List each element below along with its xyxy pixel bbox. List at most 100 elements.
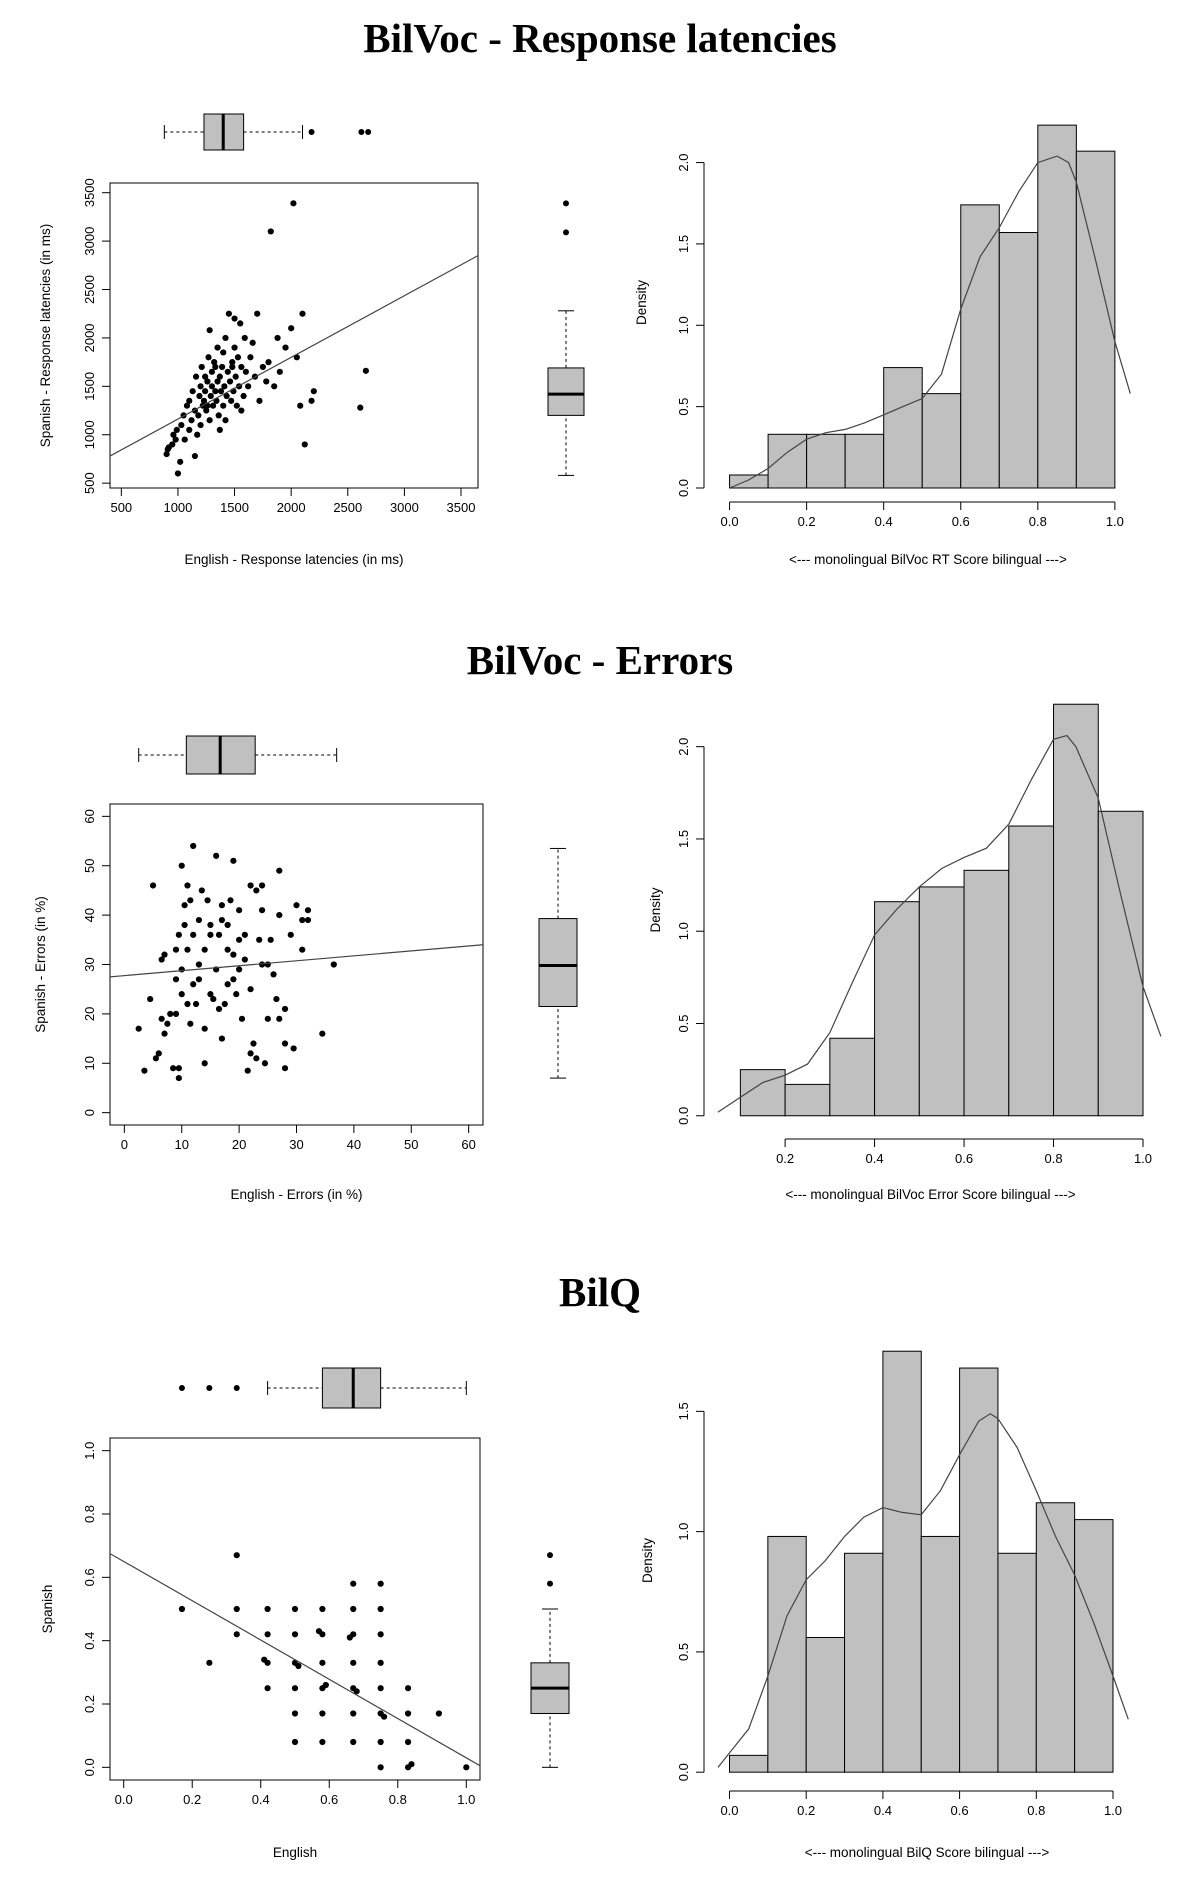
chart3-point — [178, 862, 185, 869]
chart3-point — [181, 921, 188, 929]
chart3-point — [241, 956, 248, 963]
chart1-point — [177, 458, 184, 465]
chart3-x-axis-label: English - Errors (in %) — [230, 1187, 362, 1202]
chart5-point — [350, 1580, 357, 1587]
chart6-bar — [1035, 1502, 1076, 1773]
chart3-point — [233, 991, 240, 998]
chart3-point — [247, 1050, 254, 1057]
chart4-x-axis-label: <--- monolingual BilVoc Error Score bili… — [785, 1187, 1075, 1202]
chart3-x-tick-label: 60 — [461, 1137, 475, 1152]
chart3-point — [287, 931, 294, 938]
chart1-y-tick-label: 1500 — [82, 372, 97, 401]
chart3-point — [293, 902, 300, 909]
chart6-x-tick-label: 1.0 — [1104, 1803, 1122, 1818]
chart1-top-box-outlier — [358, 129, 365, 135]
chart5-y-tick-label: 0.0 — [82, 1758, 97, 1776]
chart5-point — [404, 1710, 412, 1717]
chart1-point — [271, 383, 278, 390]
chart5-point — [261, 1656, 268, 1663]
chart3-point — [213, 852, 220, 859]
chart1-point — [232, 373, 239, 380]
chart1-point — [310, 388, 317, 395]
chart1-point — [172, 436, 179, 443]
chart5-point — [315, 1628, 323, 1635]
chart4-y-tick-label: 1.5 — [676, 830, 691, 848]
chart3-point — [236, 907, 243, 914]
chart3-point — [227, 897, 234, 904]
chart6-x-tick-label: 0.0 — [720, 1803, 738, 1818]
chart1-point — [209, 402, 217, 409]
chart4-x-tick-label: 1.0 — [1134, 1151, 1152, 1166]
chart3-point — [299, 916, 306, 924]
chart3-y-tick-label: 0 — [82, 1109, 97, 1116]
chart5-right-box-outlier — [547, 1580, 553, 1587]
chart5-point — [319, 1710, 326, 1717]
chart1-point — [274, 334, 281, 342]
chart5-top-box-outlier — [178, 1385, 185, 1391]
chart5-y-tick-label: 0.2 — [82, 1695, 97, 1713]
chart1-point — [188, 417, 195, 424]
chart6-x-tick-label: 0.6 — [951, 1803, 969, 1818]
chart1-point — [181, 436, 188, 443]
chart3-point — [207, 921, 214, 929]
chart2-x-tick-label: 0.2 — [798, 514, 816, 529]
chart1-point — [233, 402, 240, 409]
chart3-point — [258, 907, 266, 914]
chart3-point — [253, 887, 260, 894]
chart5-point — [233, 1552, 240, 1559]
section-title-response-latencies: BilVoc - Response latencies — [363, 15, 837, 61]
chart3-point — [161, 951, 168, 958]
chart1-point — [254, 310, 261, 317]
chart5-point — [264, 1631, 271, 1638]
chart2-bar — [883, 367, 923, 489]
chart3-point — [201, 1060, 208, 1067]
chart1-point — [297, 402, 304, 409]
chart4-bar — [918, 886, 965, 1117]
chart1-point — [225, 310, 232, 317]
chart3-point — [178, 966, 185, 973]
chart1-y-tick-label: 3000 — [82, 227, 97, 256]
chart1-right-box-outlier — [563, 229, 569, 236]
chart2-y-axis-label: Density — [634, 280, 649, 325]
chart3-point — [230, 857, 237, 864]
chart1-point — [173, 426, 180, 434]
section-title-errors: BilVoc - Errors — [466, 637, 734, 683]
chart1-point — [211, 359, 218, 366]
chart3-point — [178, 991, 185, 998]
chart5-top-box-outlier — [206, 1385, 213, 1391]
chart1-point — [259, 363, 266, 371]
chart3-point — [215, 931, 223, 938]
chart1-point — [189, 388, 196, 395]
chart2-density-curve — [729, 155, 1131, 489]
chart4-x-tick-label: 0.2 — [776, 1151, 794, 1166]
chart5-point — [350, 1659, 357, 1666]
chart3-point — [224, 921, 231, 929]
chart2-y-tick-label: 0.0 — [676, 479, 691, 497]
chart1-point — [245, 383, 252, 390]
chart3-point — [152, 1055, 160, 1062]
chart3-point — [290, 1045, 297, 1052]
section-title-bilq: BilQ — [558, 1269, 642, 1315]
chart3-y-tick-label: 10 — [82, 1056, 97, 1070]
chart1-point — [231, 344, 238, 351]
chart3-point — [198, 887, 205, 894]
chart3-point — [230, 951, 237, 958]
chart1-point — [301, 441, 308, 448]
chart1-x-axis-label: English - Response latencies (in ms) — [184, 552, 403, 567]
chart3-point — [167, 1010, 174, 1017]
chart3-point — [215, 1005, 223, 1013]
chart5-point — [377, 1605, 384, 1613]
chart5-point — [377, 1685, 384, 1692]
chart3-point — [175, 931, 182, 938]
chart1-point — [223, 392, 230, 400]
chart1-point — [241, 334, 248, 342]
chart3-point — [190, 981, 197, 988]
chart1-point — [206, 417, 213, 424]
chart1-point — [240, 392, 247, 400]
chart1-y-axis-label: Spanish - Response latencies (in ms) — [38, 224, 53, 448]
chart3-point — [247, 986, 254, 993]
chart1-point — [216, 373, 223, 380]
chart1-point — [196, 392, 203, 400]
chart3-point — [218, 1035, 225, 1042]
chart1-point — [228, 397, 235, 404]
